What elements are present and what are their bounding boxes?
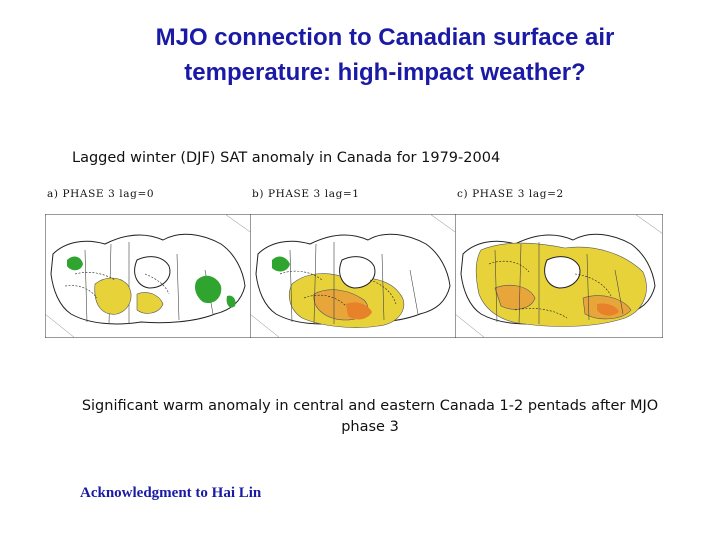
title-line-2: temperature: high-impact weather?	[184, 59, 586, 86]
panel-label-b: b) PHASE 3 lag=1	[252, 188, 360, 200]
title-line-1: MJO connection to Canadian surface air	[155, 24, 615, 51]
map-panels: a) PHASE 3 lag=0 b) PHASE 3 lag=1	[45, 188, 685, 338]
panel-label-c: c) PHASE 3 lag=2	[457, 188, 564, 200]
canada-map-b	[250, 214, 458, 338]
canada-map-a	[45, 214, 253, 338]
map-panel-c: c) PHASE 3 lag=2	[455, 188, 665, 338]
map-panel-b: b) PHASE 3 lag=1	[250, 188, 460, 338]
slide-title: MJO connection to Canadian surface air t…	[60, 20, 710, 90]
subtitle: Lagged winter (DJF) SAT anomaly in Canad…	[72, 150, 501, 166]
acknowledgment: Acknowledgment to Hai Lin	[80, 485, 262, 501]
canada-map-c	[455, 214, 663, 338]
caption: Significant warm anomaly in central and …	[81, 398, 659, 435]
map-panel-a: a) PHASE 3 lag=0	[45, 188, 255, 338]
panel-label-a: a) PHASE 3 lag=0	[47, 188, 155, 200]
